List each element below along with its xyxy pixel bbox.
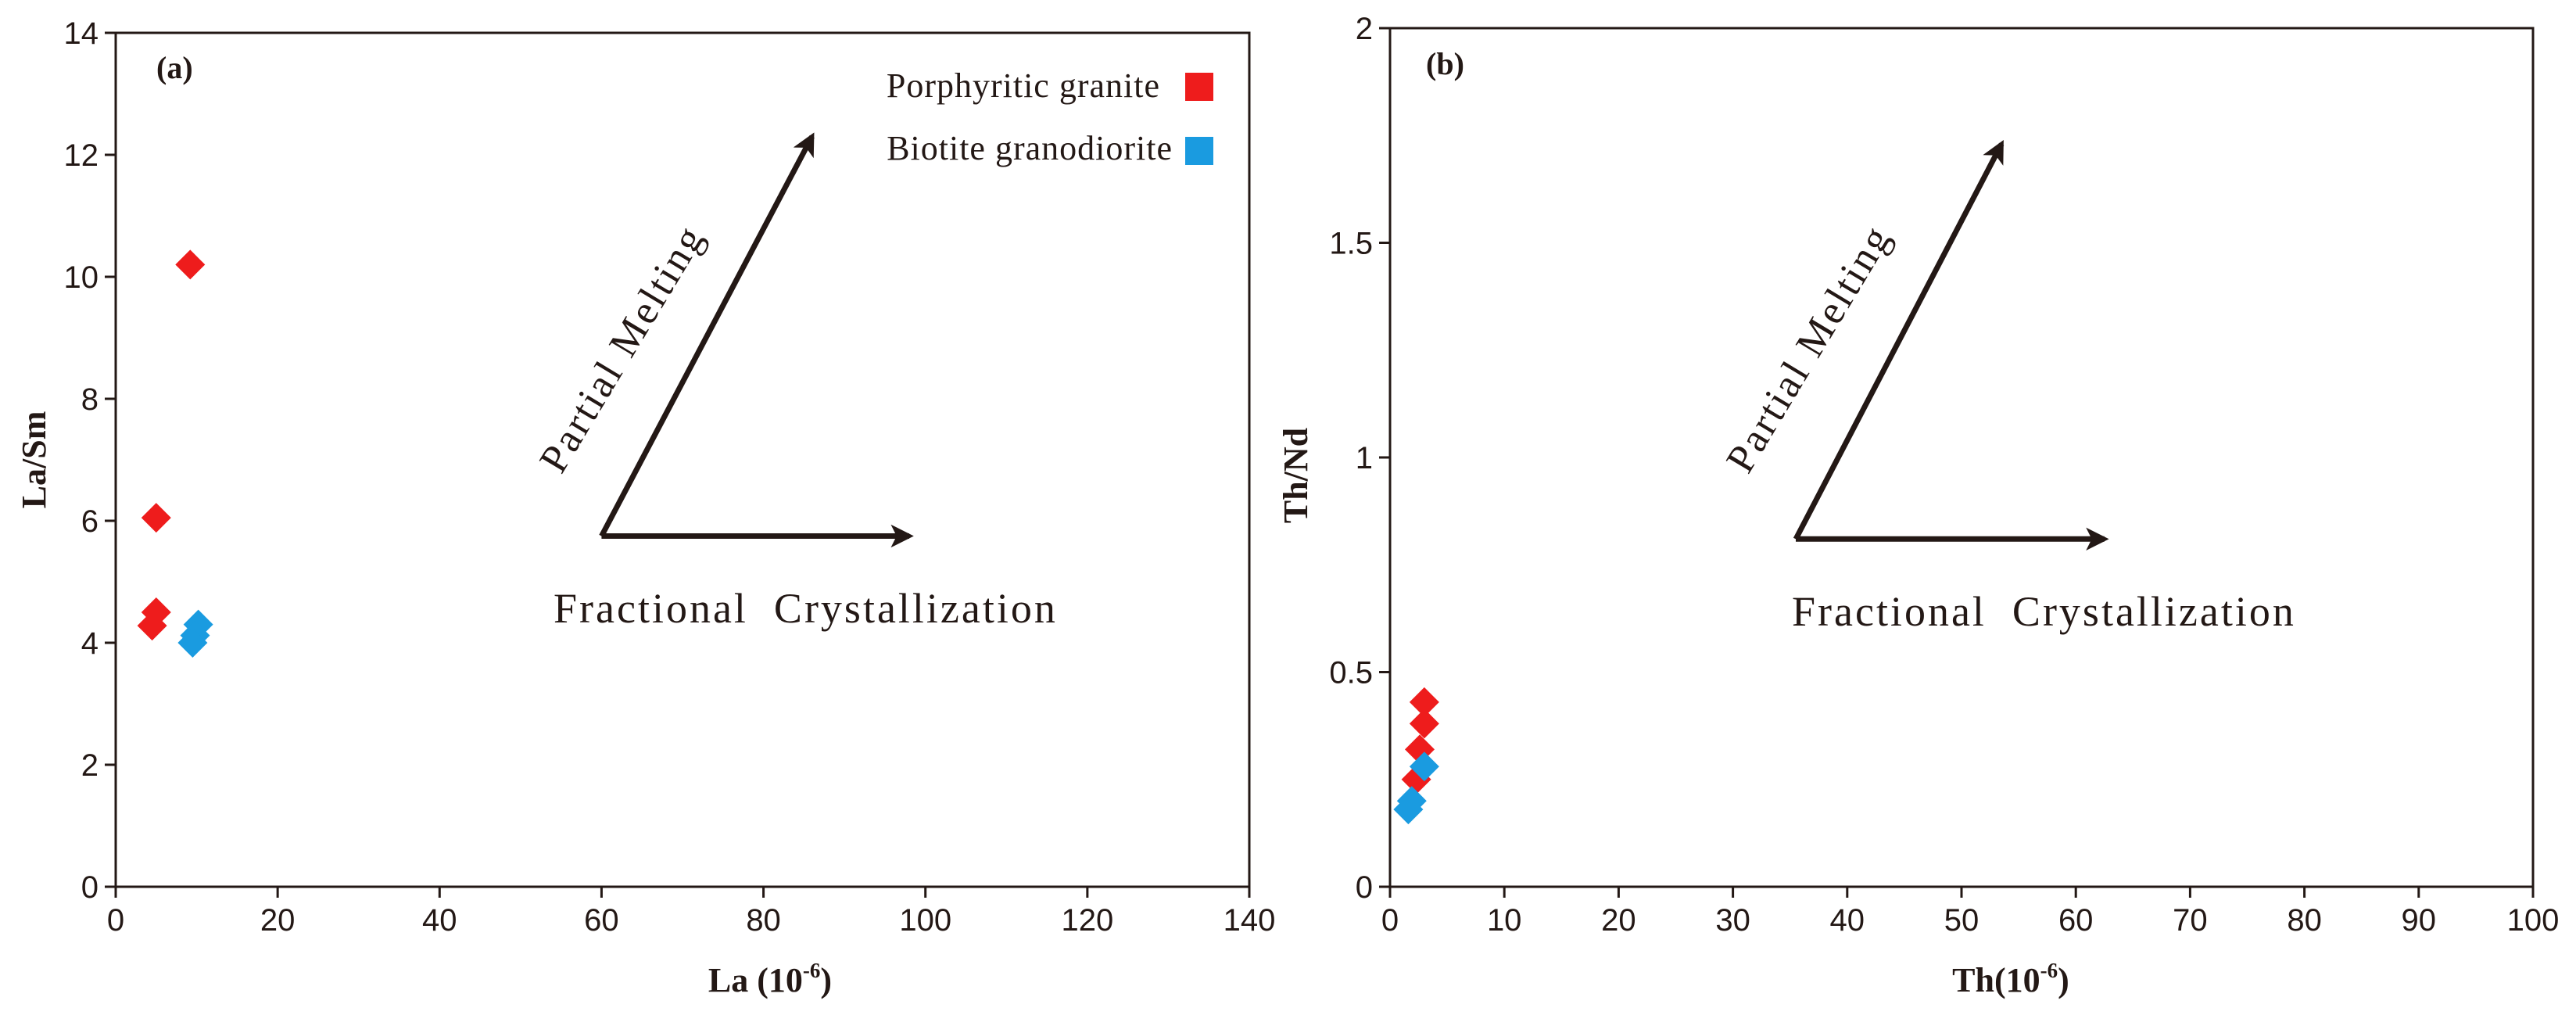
legend-swatch-porphyritic-granite	[1185, 73, 1213, 101]
legend-swatch-biotite-granodiorite	[1185, 137, 1213, 165]
panel-a-fractional-crystallization-label: Fractional Crystallization	[554, 585, 1058, 632]
data-point-biotite-granodiorite	[1409, 751, 1439, 782]
panel-a-partial-melting-label: Partial Melting	[531, 217, 713, 481]
panel-b-x-axis-label: Th(10-6)	[1952, 959, 2069, 999]
x-tick-label: 40	[1830, 903, 1865, 938]
y-tick-label: 2	[81, 748, 99, 783]
partial-melting-arrow	[599, 132, 815, 538]
panel-a-x-axis-label: La (10-6)	[708, 959, 832, 999]
data-point-porphyritic-granite	[141, 503, 171, 533]
y-tick-label: 8	[81, 382, 99, 417]
panel-a-plot-area	[114, 31, 1251, 888]
data-point-biotite-granodiorite	[177, 628, 208, 658]
x-tick-label: 60	[584, 903, 619, 938]
legend-label-biotite-granodiorite: Biotite granodiorite	[887, 129, 1173, 167]
y-tick-label: 4	[81, 626, 99, 661]
legend-label-porphyritic-granite: Porphyritic granite	[887, 66, 1160, 105]
x-tick-label: 20	[1601, 903, 1636, 938]
panel-a-label: (a)	[156, 50, 193, 85]
x-tick-label: 100	[2507, 903, 2560, 938]
panel-a-y-axis-label: La/Sm	[15, 411, 53, 509]
y-tick-label: 10	[64, 260, 99, 295]
partial-melting-arrow	[1793, 140, 2005, 540]
data-point-biotite-granodiorite	[1393, 794, 1424, 825]
panel-b-plot-area	[1388, 27, 2535, 888]
y-tick-label: 14	[64, 16, 99, 51]
y-tick-label: 0.5	[1329, 656, 1373, 690]
y-tick-label: 0	[1356, 870, 1373, 905]
x-tick-label: 100	[899, 903, 951, 938]
panel-a-chart: 0 2 4 6 8 10 12 14 0 20 40 60 80 100 120 140 (a) La/Sm…	[15, 16, 1275, 999]
x-tick-label: 90	[2402, 903, 2437, 938]
panel-a-legend: Porphyritic granite Biotite granodiorite	[887, 66, 1213, 167]
panel-b-y-axis-label: Th/Nd	[1277, 428, 1315, 523]
x-tick-label: 0	[107, 903, 124, 938]
x-tick-label: 40	[422, 903, 457, 938]
panel-b-y-ticks: 0 0.5 1 1.5 2	[1329, 12, 1390, 905]
x-tick-label: 120	[1061, 903, 1113, 938]
x-tick-label: 0	[1381, 903, 1399, 938]
x-tick-label: 60	[2058, 903, 2094, 938]
panel-a-y-ticks: 0 2 4 6 8 10 12 14	[64, 16, 116, 905]
panel-b-x-ticks: 0 10 20 30 40 50 60 70 80 90 100	[1381, 887, 2560, 938]
x-tick-label: 20	[260, 903, 296, 938]
x-tick-label: 10	[1487, 903, 1522, 938]
y-tick-label: 1.5	[1329, 227, 1373, 261]
panel-b-chart: 0 0.5 1 1.5 2 0 10 20 30 40 50 60 70 80 90 100 (b) Th/…	[1277, 12, 2559, 999]
x-tick-label: 140	[1224, 903, 1276, 938]
data-point-porphyritic-granite	[175, 249, 206, 280]
x-tick-label: 80	[746, 903, 781, 938]
x-tick-label: 50	[1944, 903, 1979, 938]
y-tick-label: 2	[1356, 12, 1373, 46]
x-tick-label: 70	[2173, 903, 2208, 938]
y-tick-label: 12	[64, 138, 99, 173]
data-point-porphyritic-granite	[137, 611, 167, 641]
x-tick-label: 80	[2287, 903, 2322, 938]
panel-b-partial-melting-label: Partial Melting	[1718, 217, 1900, 481]
panel-a-x-ticks: 0 20 40 60 80 100 120 140	[107, 887, 1276, 938]
y-tick-label: 6	[81, 504, 99, 539]
x-tick-label: 30	[1715, 903, 1750, 938]
panel-b-arrows	[1793, 140, 2109, 551]
data-point-porphyritic-granite	[1409, 708, 1439, 739]
panel-b-label: (b)	[1426, 46, 1464, 81]
panel-a-data-points	[137, 249, 213, 658]
panel-b-fractional-crystallization-label: Fractional Crystallization	[1792, 588, 2296, 635]
y-tick-label: 0	[81, 870, 99, 905]
data-point-porphyritic-granite	[1409, 687, 1439, 717]
panel-a-arrows	[599, 132, 914, 548]
y-tick-label: 1	[1356, 441, 1373, 475]
panel-b-data-points	[1393, 687, 1439, 825]
